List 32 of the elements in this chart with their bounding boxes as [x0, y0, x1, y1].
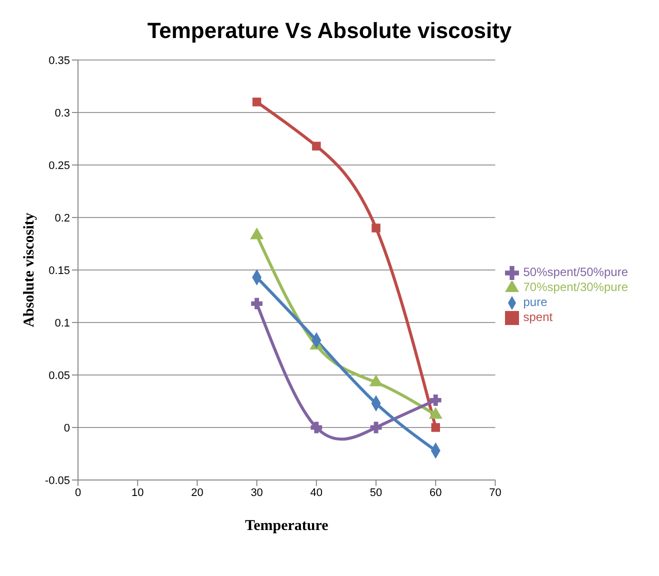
legend-label: 50%spent/50%pure — [523, 265, 628, 280]
x-tick-label: 30 — [250, 486, 263, 499]
x-tick-label: 20 — [191, 486, 204, 499]
y-tick-label: 0.05 — [48, 370, 70, 382]
point — [372, 224, 380, 232]
y-axis-title: Absolute viscosity — [21, 212, 38, 328]
point — [312, 142, 321, 150]
y-tick-label: 0.2 — [54, 212, 70, 224]
x-tick-label: 0 — [74, 486, 82, 499]
y-tick-label: 0.1 — [54, 317, 70, 330]
legend-label: 70%spent/30%pure — [523, 280, 628, 294]
point — [430, 394, 442, 406]
y-tick-label: 0.25 — [48, 160, 70, 172]
y-tick-label: 0.15 — [48, 264, 70, 277]
y-tick-label: 0.3 — [54, 107, 70, 120]
y-tick-label: -0.05 — [44, 474, 70, 487]
point — [251, 298, 263, 310]
x-tick-label: 60 — [430, 486, 442, 499]
x-tick-label: 40 — [310, 486, 323, 499]
x-tick-label: 50 — [370, 486, 382, 499]
point — [310, 422, 322, 434]
x-tick-label: 70 — [489, 486, 502, 499]
point — [252, 98, 262, 106]
legend-label: pure — [523, 295, 548, 309]
x-tick-label: 10 — [131, 486, 144, 499]
y-tick-label: 0 — [64, 422, 70, 434]
point — [431, 423, 440, 432]
y-tick-label: 0.35 — [48, 54, 70, 67]
point — [370, 422, 382, 434]
x-axis-title: Temperature — [244, 518, 329, 534]
legend-label: spent — [523, 310, 553, 324]
chart-title: Temperature Vs Absolute viscosity — [146, 18, 513, 44]
